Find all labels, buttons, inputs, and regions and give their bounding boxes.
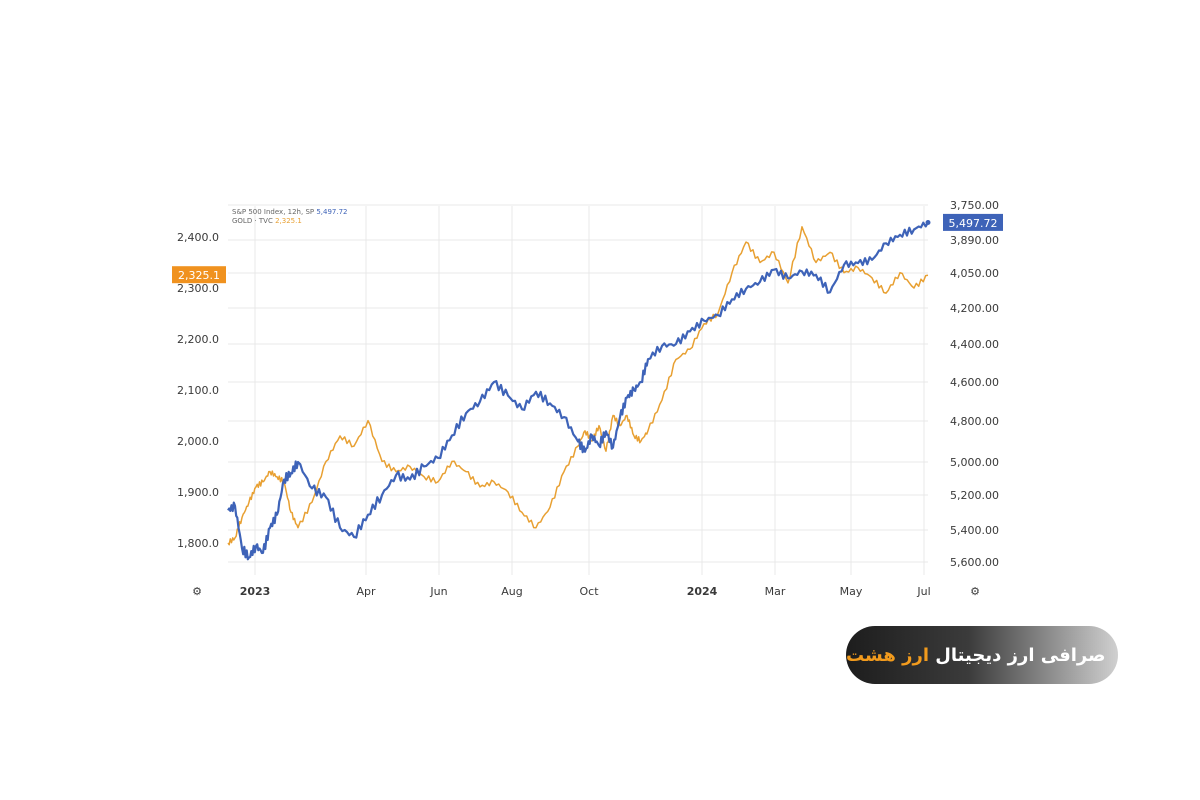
right-tick-label: 5,200.00	[950, 489, 999, 502]
left-tick-label: 1,900.0	[177, 486, 219, 499]
right-axis: 5,600.00 5,400.00 5,200.00 5,000.00 4,800.00…	[950, 199, 999, 569]
value-badges: 2,325.1 5,497.72	[172, 213, 1003, 284]
brand-accent: ارز هشت	[846, 644, 930, 666]
left-axis: 2,400.0 2,300.0 2,200.0 2,100.0 2,000.0 1,900…	[177, 231, 219, 550]
series-line-sp500	[227, 221, 929, 561]
right-axis-settings-icon[interactable]: ⚙	[970, 585, 980, 598]
x-axis: 2023 Apr Jun Aug Oct 2024 Mar May Jul ⚙ ⚙	[192, 585, 980, 598]
right-tick-label: 4,200.00	[950, 302, 999, 315]
series-line-gold	[227, 226, 929, 546]
left-axis-settings-icon[interactable]: ⚙	[192, 585, 202, 598]
left-tick-label: 1,800.0	[177, 537, 219, 550]
left-tick-label: 2,400.0	[177, 231, 219, 244]
x-tick-label: May	[840, 585, 863, 598]
legend-entry-sp500: S&P 500 Index, 12h, SP 5,497.72	[232, 208, 348, 216]
x-tick-label: Jul	[916, 585, 930, 598]
brand-banner: صرافی ارز دیجیتال ارز هشت	[846, 626, 1118, 684]
right-tick-label: 5,600.00	[950, 556, 999, 569]
left-tick-label: 2,100.0	[177, 384, 219, 397]
right-tick-label: 5,000.00	[950, 456, 999, 469]
legend-entry-gold: GOLD · TVC 2,325.1	[232, 217, 302, 225]
grid-lines	[228, 204, 928, 575]
x-tick-label: Jun	[429, 585, 447, 598]
gold-value-badge	[172, 266, 226, 284]
left-tick-label: 2,200.0	[177, 333, 219, 346]
right-tick-label: 4,400.00	[950, 338, 999, 351]
sp500-value-badge	[943, 213, 1003, 231]
sp500-last-point	[925, 220, 931, 225]
right-tick-label: 4,800.00	[950, 415, 999, 428]
x-tick-label: 2024	[687, 585, 718, 598]
x-tick-label: 2023	[240, 585, 271, 598]
right-tick-label: 3,750.00	[950, 199, 999, 212]
series-layer	[227, 220, 931, 561]
left-tick-label: 2,300.0	[177, 282, 219, 295]
sp500-value-badge-label: 5,497.72	[949, 217, 998, 230]
right-tick-label: 4,600.00	[950, 376, 999, 389]
x-tick-label: Mar	[765, 585, 786, 598]
right-tick-label: 4,050.00	[950, 267, 999, 280]
brand-text: صرافی ارز دیجیتال ارز هشت	[846, 644, 1106, 666]
x-tick-label: Apr	[356, 585, 376, 598]
x-tick-label: Oct	[579, 585, 599, 598]
gold-value-badge-label: 2,325.1	[178, 269, 220, 282]
left-tick-label: 2,000.0	[177, 435, 219, 448]
right-tick-label: 3,890.00	[950, 234, 999, 247]
right-tick-label: 5,400.00	[950, 524, 999, 537]
x-tick-label: Aug	[501, 585, 522, 598]
